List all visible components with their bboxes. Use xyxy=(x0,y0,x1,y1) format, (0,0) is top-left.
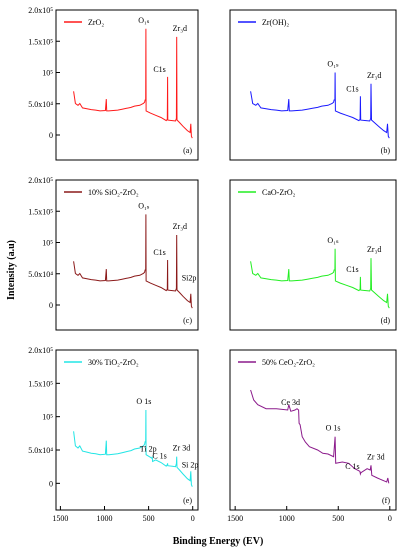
chart-panel-3: 0 5.0x10⁴ 10⁵ 1.5x10⁵ 2.0x10⁵ 10% SiO₂-ZrO₂ O₁… xyxy=(28,176,199,331)
plot-frame xyxy=(55,9,199,161)
spectrum-line xyxy=(250,389,390,484)
peak-label: C 1s xyxy=(345,462,359,471)
y-tick-label: 2.0x10⁵ xyxy=(28,6,53,15)
plot-frame xyxy=(55,179,199,331)
spectrum-line xyxy=(250,248,390,309)
legend-label: ZrO₂ xyxy=(88,18,104,27)
plot-frame xyxy=(229,349,397,511)
plot-frame xyxy=(55,349,199,511)
peak-label: O 1s xyxy=(136,397,151,406)
peak-label: Ti 2p xyxy=(140,445,157,454)
panel-label: (f) xyxy=(382,496,390,505)
peak-label: O₁ₛ xyxy=(138,16,150,25)
chart-panel-2: Zr(OH)₂ O₁ₛ C1s Zr₃d (b) xyxy=(229,9,397,161)
x-tick-label: 1000 xyxy=(279,514,295,523)
chart-panel-6: 1500 1000 500 0 50% CeO₂-ZrO₂ Ce 3d O 1s C 1s Zr… xyxy=(227,349,397,523)
panel-label: (b) xyxy=(381,146,391,155)
peak-label: C1s xyxy=(153,65,165,74)
x-tick-label: 0 xyxy=(191,514,195,523)
peak-label: Ce 3d xyxy=(281,398,300,407)
legend-label: 30% TiO₂-ZrO₂ xyxy=(88,358,139,367)
peak-label: C1s xyxy=(153,248,165,257)
plot-frame xyxy=(229,9,397,161)
y-tick-label: 10⁵ xyxy=(42,413,53,422)
legend-label: CaO-ZrO₂ xyxy=(262,188,296,197)
peak-label: O₁ₛ xyxy=(138,201,150,210)
peak-label: C 1s xyxy=(152,451,166,460)
legend-label: Zr(OH)₂ xyxy=(262,18,289,27)
y-tick-label: 5.0x10⁴ xyxy=(28,100,53,109)
peak-label: Zr₃d xyxy=(173,24,187,33)
legend-label: 10% SiO₂-ZrO₂ xyxy=(88,188,139,197)
peak-label: Si2p xyxy=(182,273,197,282)
panels: 0 5.0x10⁴ 10⁵ 1.5x10⁵ 2.0x10⁵ ZrO₂ O₁ₛ C1s Zr₃d (… xyxy=(28,6,397,523)
peak-label: Si 2p xyxy=(182,460,199,469)
peak-label: Zr 3d xyxy=(173,444,191,453)
y-axis-title: Intensity (a.u) xyxy=(6,240,17,300)
legend-label: 50% CeO₂-ZrO₂ xyxy=(262,358,315,367)
x-tick-label: 1500 xyxy=(52,514,68,523)
plot-frame xyxy=(229,179,397,331)
y-tick-label: 1.5x10⁵ xyxy=(28,379,53,388)
spectrum-line xyxy=(73,214,193,309)
spectrum-line xyxy=(73,28,193,139)
peak-label: Zr₃d xyxy=(367,71,381,80)
spectrum-line xyxy=(73,409,193,487)
peak-label: O₁ₛ xyxy=(327,60,339,69)
y-tick-label: 1.5x10⁵ xyxy=(28,37,53,46)
x-tick-label: 1000 xyxy=(97,514,113,523)
peak-label: C1s xyxy=(346,265,358,274)
y-tick-label: 10⁵ xyxy=(42,239,53,248)
panel-label: (d) xyxy=(381,316,391,325)
spectrum-line xyxy=(250,72,390,139)
chart-panel-1: 0 5.0x10⁴ 10⁵ 1.5x10⁵ 2.0x10⁵ ZrO₂ O₁ₛ C1s Zr₃d (… xyxy=(28,6,199,161)
y-tick-label: 0 xyxy=(49,131,53,140)
y-tick-label: 2.0x10⁵ xyxy=(28,176,53,185)
y-tick-label: 0 xyxy=(49,301,53,310)
peak-label: O 1s xyxy=(326,424,341,433)
peak-label: Zr₃d xyxy=(173,222,187,231)
panel-label: (e) xyxy=(183,496,192,505)
panel-label: (c) xyxy=(183,316,192,325)
x-tick-label: 1500 xyxy=(227,514,243,523)
y-tick-label: 2.0x10⁵ xyxy=(28,346,53,355)
y-tick-label: 10⁵ xyxy=(42,69,53,78)
x-axis-title: Binding Energy (EV) xyxy=(173,536,264,547)
panel-label: (a) xyxy=(183,146,192,155)
y-tick-label: 1.5x10⁵ xyxy=(28,207,53,216)
chart-panel-4: CaO-ZrO₂ O₁ₛ C1s Zr₃d (d) xyxy=(229,179,397,331)
peak-label: Zr 3d xyxy=(367,452,385,461)
peak-label: C1s xyxy=(346,84,358,93)
x-tick-label: 500 xyxy=(143,514,155,523)
y-tick-label: 5.0x10⁴ xyxy=(28,446,53,455)
y-tick-label: 5.0x10⁴ xyxy=(28,270,53,279)
x-tick-label: 0 xyxy=(388,514,392,523)
peak-label: Zr₃d xyxy=(367,245,381,254)
y-tick-label: 0 xyxy=(49,479,53,488)
x-tick-label: 500 xyxy=(332,514,344,523)
peak-label: O₁ₛ xyxy=(327,236,339,245)
chart-panel-5: 0 5.0x10⁴ 10⁵ 1.5x10⁵ 2.0x10⁵ 1500 1000 500 0 30%… xyxy=(28,346,199,523)
